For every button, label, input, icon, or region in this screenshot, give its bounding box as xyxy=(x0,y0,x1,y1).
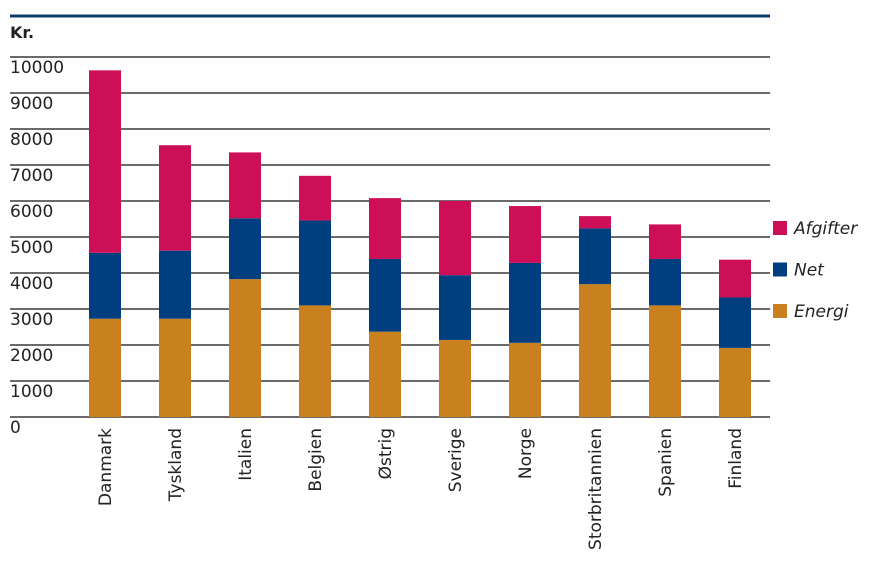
y-tick-label: 6000 xyxy=(10,202,53,222)
y-tick-label: 8000 xyxy=(10,130,53,150)
y-tick-label: 5000 xyxy=(10,238,53,258)
y-tick-label: 0 xyxy=(10,418,21,438)
bar-segment xyxy=(299,220,331,306)
x-tick-label: Tyskland xyxy=(166,428,186,502)
legend-swatch xyxy=(773,262,787,277)
bar-segment xyxy=(649,224,681,259)
bar-segment xyxy=(159,318,191,417)
legend-label: Afgifter xyxy=(793,219,858,239)
y-tick-label: 3000 xyxy=(10,310,53,330)
x-tick-label: Danmark xyxy=(96,428,116,506)
bar-segment xyxy=(509,342,541,417)
legend-label: Energi xyxy=(794,302,849,322)
bar-segment xyxy=(229,279,261,417)
y-tick-label: 2000 xyxy=(10,346,53,366)
bar-segment xyxy=(509,206,541,263)
bar-segment xyxy=(439,339,471,417)
bar-segment xyxy=(89,252,121,319)
bar-segment xyxy=(649,258,681,306)
y-tick-label: 1000 xyxy=(10,382,53,402)
x-tick-label: Østrig xyxy=(376,428,396,479)
bar-segment xyxy=(439,201,471,276)
y-tick-label: 10000 xyxy=(10,58,64,78)
y-axis-label: Kr. xyxy=(10,23,34,42)
bar-segment xyxy=(579,216,611,229)
x-tick-label: Storbritannien xyxy=(586,428,606,550)
bar-segment xyxy=(719,259,751,298)
y-tick-label: 9000 xyxy=(10,94,53,114)
bar-segment xyxy=(159,250,191,319)
x-tick-label: Finland xyxy=(726,428,746,489)
x-tick-label: Norge xyxy=(516,428,536,479)
bar-segment xyxy=(369,258,401,332)
legend-swatch xyxy=(773,304,787,318)
x-tick-label: Spanien xyxy=(656,428,676,497)
legend-label: Net xyxy=(794,261,825,281)
bar-segment xyxy=(89,318,121,417)
bar-segment xyxy=(229,218,261,280)
x-tick-label: Belgien xyxy=(306,428,326,492)
bar-segment xyxy=(369,331,401,417)
bar-segment xyxy=(229,152,261,219)
bar-segment xyxy=(579,284,611,417)
bar-segment xyxy=(649,305,681,417)
bar-segment xyxy=(719,347,751,417)
legend-swatch xyxy=(773,221,787,235)
bar-segment xyxy=(719,297,751,348)
y-tick-label: 4000 xyxy=(10,274,53,294)
x-tick-label: Sverige xyxy=(446,428,466,492)
bar-segment xyxy=(159,145,191,251)
bar-segment xyxy=(439,275,471,340)
bar-segment xyxy=(509,262,541,343)
bar-segment xyxy=(89,70,121,253)
y-tick-label: 7000 xyxy=(10,166,53,186)
bar-segment xyxy=(299,305,331,417)
x-tick-label: Italien xyxy=(236,428,256,481)
bar-segment xyxy=(579,228,611,285)
bar-segment xyxy=(299,175,331,221)
bar-segment xyxy=(369,198,401,259)
